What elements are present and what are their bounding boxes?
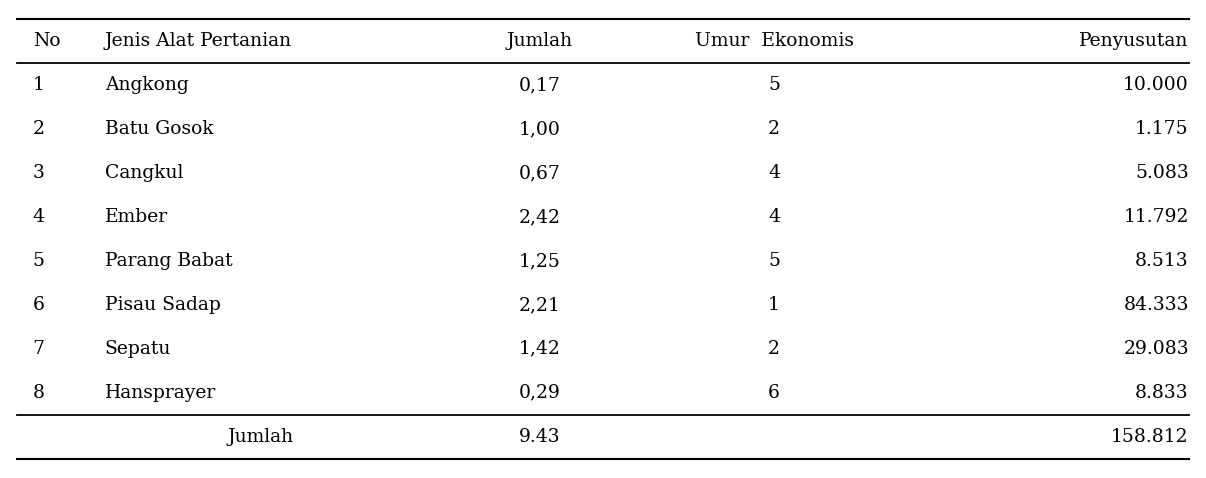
Text: 10.000: 10.000 [1123, 76, 1189, 94]
Text: Penyusutan: Penyusutan [1079, 33, 1189, 50]
Text: Umur  Ekonomis: Umur Ekonomis [695, 33, 854, 50]
Text: 2,21: 2,21 [519, 296, 561, 314]
Text: 1: 1 [768, 296, 780, 314]
Text: 29.083: 29.083 [1123, 340, 1189, 358]
Text: Jumlah: Jumlah [228, 428, 294, 445]
Text: No: No [33, 33, 60, 50]
Text: Jenis Alat Pertanian: Jenis Alat Pertanian [105, 33, 292, 50]
Text: 84.333: 84.333 [1123, 296, 1189, 314]
Text: 1,25: 1,25 [519, 252, 561, 270]
Text: 8: 8 [33, 384, 45, 402]
Text: 2: 2 [768, 120, 780, 138]
Text: 3: 3 [33, 164, 45, 182]
Text: 7: 7 [33, 340, 45, 358]
Text: 2: 2 [768, 340, 780, 358]
Text: 0,67: 0,67 [519, 164, 561, 182]
Text: 6: 6 [33, 296, 45, 314]
Text: Cangkul: Cangkul [105, 164, 183, 182]
Text: Hansprayer: Hansprayer [105, 384, 216, 402]
Text: 5: 5 [768, 76, 780, 94]
Text: 158.812: 158.812 [1111, 428, 1189, 445]
Text: Angkong: Angkong [105, 76, 188, 94]
Text: Ember: Ember [105, 208, 168, 226]
Text: 4: 4 [33, 208, 45, 226]
Text: 5: 5 [33, 252, 45, 270]
Text: Parang Babat: Parang Babat [105, 252, 233, 270]
Text: 1.175: 1.175 [1135, 120, 1189, 138]
Text: 8.513: 8.513 [1135, 252, 1189, 270]
Text: 1,42: 1,42 [519, 340, 561, 358]
Text: 2,42: 2,42 [519, 208, 561, 226]
Text: 4: 4 [768, 164, 780, 182]
Text: Sepatu: Sepatu [105, 340, 171, 358]
Text: Jumlah: Jumlah [507, 33, 573, 50]
Text: Pisau Sadap: Pisau Sadap [105, 296, 221, 314]
Text: 5.083: 5.083 [1135, 164, 1189, 182]
Text: 2: 2 [33, 120, 45, 138]
Text: 4: 4 [768, 208, 780, 226]
Text: 6: 6 [768, 384, 780, 402]
Text: 0,17: 0,17 [519, 76, 561, 94]
Text: Batu Gosok: Batu Gosok [105, 120, 213, 138]
Text: 0,29: 0,29 [519, 384, 561, 402]
Text: 5: 5 [768, 252, 780, 270]
Text: 9.43: 9.43 [519, 428, 561, 445]
Text: 8.833: 8.833 [1135, 384, 1189, 402]
Text: 11.792: 11.792 [1123, 208, 1189, 226]
Text: 1,00: 1,00 [519, 120, 561, 138]
Text: 1: 1 [33, 76, 45, 94]
